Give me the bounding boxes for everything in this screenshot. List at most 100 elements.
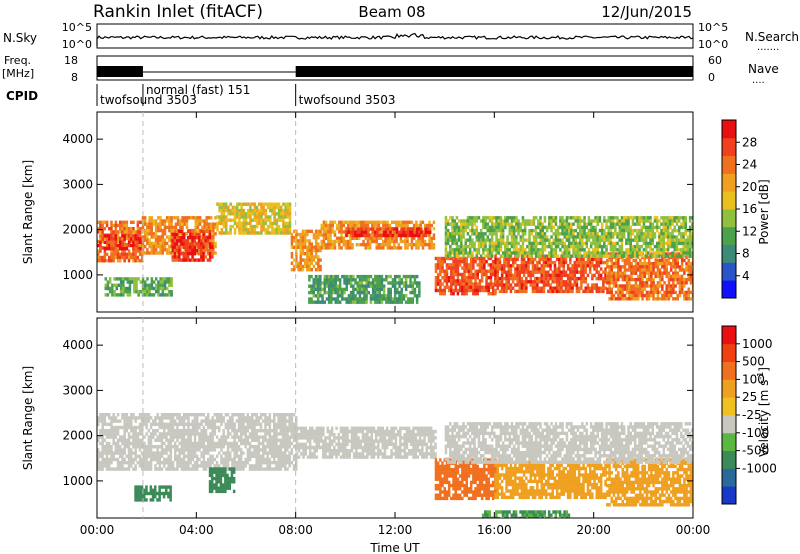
power-ytick-label-2: 3000 — [62, 177, 93, 191]
noise-trace — [96, 32, 694, 46]
velocity-cbar-tick-label-0: 1000 — [742, 337, 773, 351]
velocity-cbar-seg-0 — [722, 486, 736, 505]
freq-label-line2: [MHz] — [2, 67, 34, 80]
nsearch-dots: ....... — [757, 42, 779, 53]
power-cbar-tick-label-2: 12 — [742, 224, 757, 238]
velocity-cbar-seg-9 — [722, 326, 736, 345]
power-axes: 1000 2000 3000 4000 — [62, 112, 694, 312]
power-cbar-seg-3 — [722, 226, 736, 245]
nave-label: Nave — [748, 62, 779, 76]
station-title: Rankin Inlet (fitACF) — [93, 2, 263, 22]
cpid-label-0: twofsound 3503 — [100, 93, 197, 107]
velocity-cbar-seg-5 — [722, 397, 736, 416]
velocity-xtick-label-1: 04:00 — [179, 523, 214, 537]
power-cbar-tick-label-1: 8 — [742, 247, 750, 261]
velocity-xtick-label-4: 16:00 — [477, 523, 512, 537]
velocity-region-5 — [494, 460, 607, 500]
nsky-label: N.Sky — [3, 31, 37, 45]
freq-bar-2 — [295, 66, 693, 77]
velocity-cbar-seg-4 — [722, 415, 736, 434]
velocity-cbar-tick-label-1: 500 — [742, 355, 765, 369]
noise-right-tick-bottom: 10^0 — [698, 38, 728, 51]
time-axis-label: Time UT — [369, 541, 420, 554]
velocity-cbar-tick-label-6: -500 — [742, 444, 769, 458]
velocity-xtick-label-0: 00:00 — [80, 523, 115, 537]
velocity-cbar-label-end: ] — [757, 367, 771, 372]
nave-dots: .... — [752, 75, 765, 86]
power-region-3 — [171, 229, 214, 262]
power-region-9 — [494, 254, 607, 294]
noise-right-tick-top: 10^5 — [698, 21, 728, 34]
velocity-ytick-label-0: 1000 — [62, 474, 93, 488]
velocity-cbar-seg-7 — [722, 361, 736, 380]
nsearch-label: N.Search — [745, 30, 799, 44]
velocity-cbar-label: Velocity [m s-1] — [756, 367, 771, 457]
velocity-xtick-label-2: 08:00 — [278, 523, 313, 537]
velocity-ytick-label-1: 2000 — [62, 429, 93, 443]
power-cbar-seg-7 — [722, 155, 736, 174]
velocity-region-7 — [444, 422, 693, 464]
power-cbar-tick-label-3: 16 — [742, 202, 757, 216]
power-cbar-seg-9 — [722, 120, 736, 139]
velocity-axes: 1000 2000 3000 4000 00:00 04:00 08:00 12:00 16:0… — [62, 318, 710, 537]
velocity-cbar-seg-6 — [722, 379, 736, 398]
velocity-region-0 — [97, 413, 298, 471]
power-cbar-seg-1 — [722, 262, 736, 281]
power-cbar-seg-0 — [722, 280, 736, 299]
velocity-panel: 1000 2000 3000 4000 00:00 04:00 08:00 12:00 16:0… — [21, 317, 777, 554]
power-region-4 — [216, 202, 292, 235]
power-cbar-tick-label-5: 24 — [742, 158, 757, 172]
velocity-region-2 — [208, 467, 236, 494]
velocity-cbar-seg-3 — [722, 432, 736, 451]
noise-strip: N.Sky 10^5 10^0 10^5 10^0 N.Search .....… — [3, 21, 799, 53]
cpid-label-2: twofsound 3503 — [299, 93, 396, 107]
power-region-13 — [444, 216, 693, 258]
velocity-cbar-seg-2 — [722, 450, 736, 469]
velocity-xtick-label-5: 20:00 — [576, 523, 611, 537]
velocity-region-3 — [134, 485, 172, 502]
power-region-8 — [434, 256, 497, 296]
power-cbar-seg-5 — [722, 191, 736, 210]
velocity-ytick-label-2: 3000 — [62, 383, 93, 397]
power-region-10 — [606, 252, 693, 301]
velocity-cbar-tick-label-7: -1000 — [742, 461, 777, 475]
freq-label-line1: Freq. — [4, 54, 31, 67]
power-region-11 — [104, 277, 173, 297]
power-cbar-seg-4 — [722, 209, 736, 228]
noise-left-tick-bottom: 10^0 — [62, 38, 92, 51]
power-ytick-label-0: 1000 — [62, 268, 93, 282]
velocity-region-4 — [434, 458, 497, 501]
power-ytick-label-1: 2000 — [62, 223, 93, 237]
velocity-ytick-label-3: 4000 — [62, 338, 93, 352]
freq-strip: Freq. [MHz] 18 8 60 0 Nave .... — [2, 54, 779, 86]
velocity-field — [97, 413, 693, 518]
power-cbar-label: Power [dB] — [757, 179, 771, 244]
power-cbar-tick-label-4: 20 — [742, 180, 757, 194]
power-region-1 — [97, 234, 144, 251]
freq-bars — [97, 66, 693, 77]
date-title: 12/Jun/2015 — [601, 3, 692, 21]
velocity-cbar-tick-label-3: 25 — [742, 390, 757, 404]
power-ylabel: Slant Range [km] — [21, 160, 35, 264]
velocity-region-8 — [481, 510, 571, 518]
velocity-cbar-seg-1 — [722, 468, 736, 487]
velocity-xtick-label-3: 12:00 — [378, 523, 413, 537]
power-region-7 — [345, 227, 432, 238]
power-cbar-tick-label-6: 28 — [742, 135, 757, 149]
velocity-cbar-tick-label-2: 100 — [742, 372, 765, 386]
freq-bar-0 — [97, 66, 143, 77]
cpid-label-1: normal (fast) 151 — [146, 83, 250, 97]
power-panel: 1000 2000 3000 4000 Slant Range [km] 4 8 12 16… — [21, 111, 771, 313]
freq-tick-bottom: 8 — [71, 71, 78, 84]
power-cbar-seg-8 — [722, 137, 736, 156]
power-field — [97, 202, 693, 304]
velocity-ylabel: Slant Range [km] — [21, 366, 35, 470]
power-region-12 — [308, 274, 421, 304]
power-cbar-seg-6 — [722, 173, 736, 192]
freq-tick-top: 18 — [64, 54, 78, 67]
velocity-colorbar: 1000 500 100 25 -25 -100 -500 -1000 — [721, 325, 777, 505]
power-colorbar: 4 8 12 16 20 24 28 — [721, 119, 757, 299]
